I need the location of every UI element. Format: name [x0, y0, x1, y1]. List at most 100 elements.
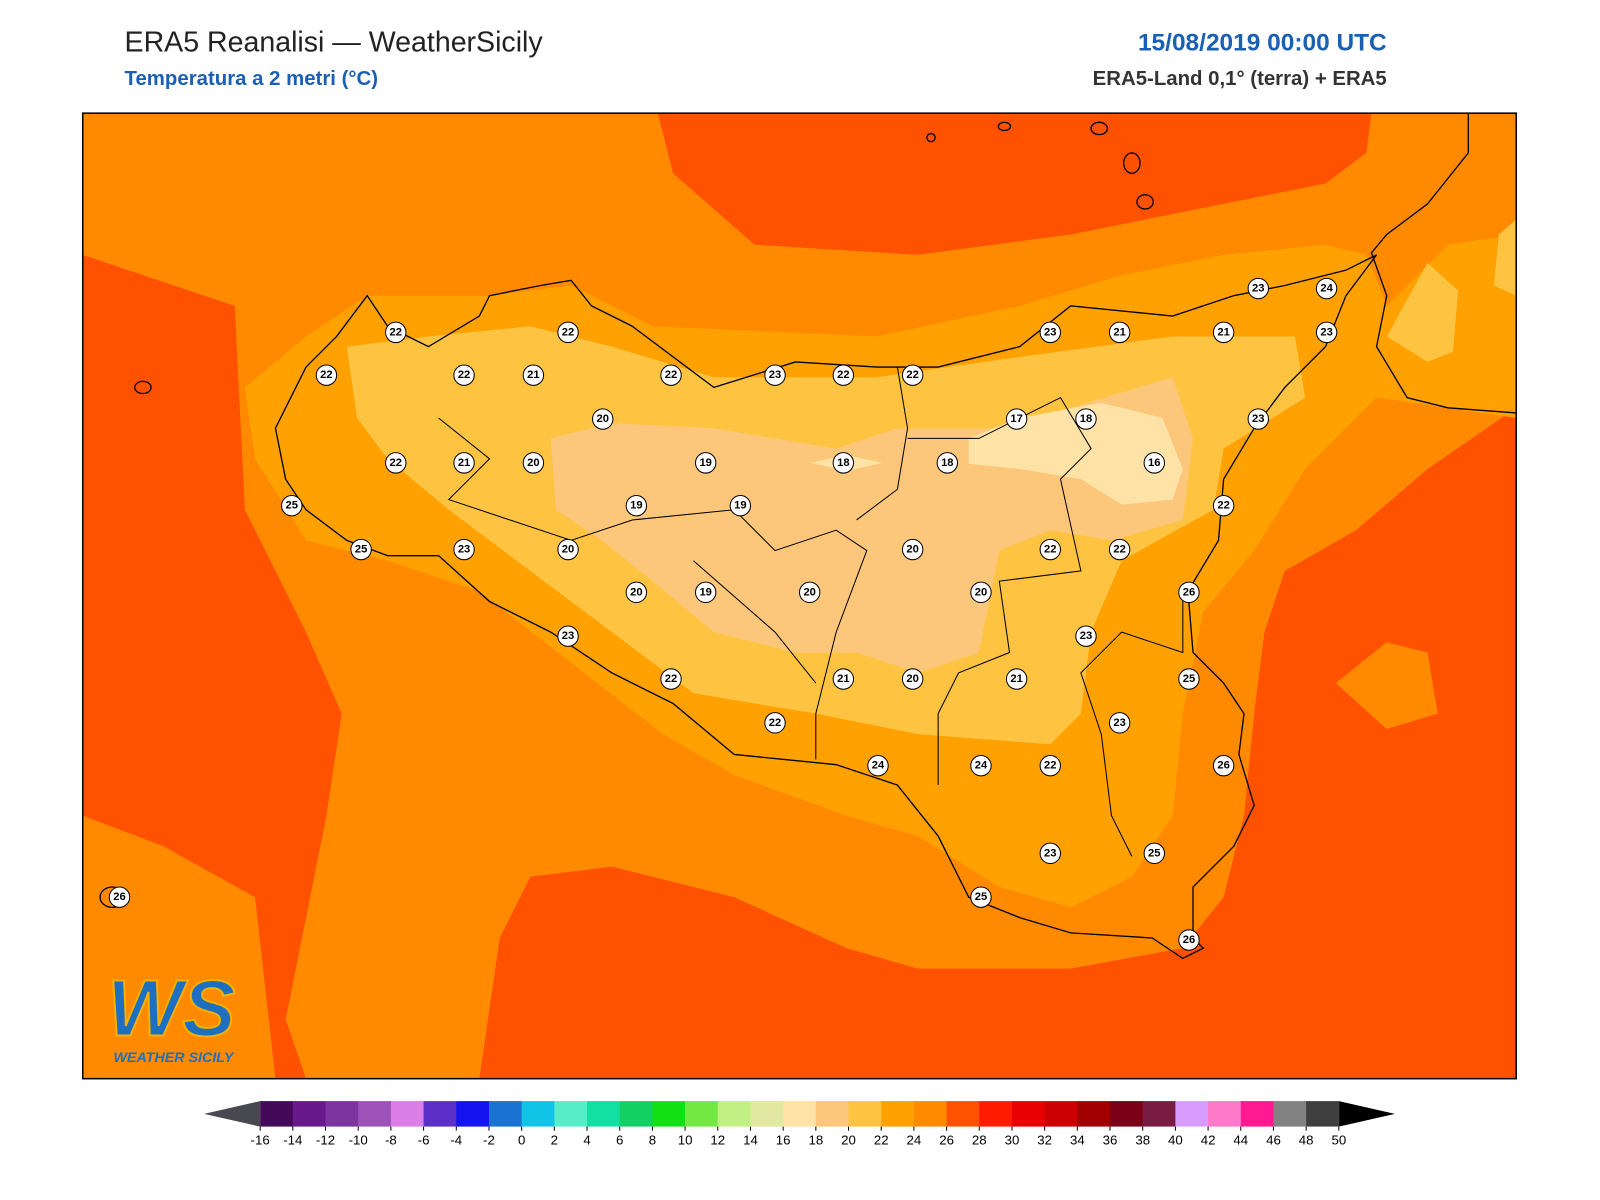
colorbar-tick-label: 8 [649, 1132, 656, 1147]
colorbar-swatch [1110, 1101, 1144, 1127]
station-value: 25 [1148, 847, 1160, 859]
colorbar-tick-label: 26 [939, 1132, 954, 1147]
station-value: 26 [1183, 934, 1195, 946]
colorbar-swatch [358, 1101, 392, 1127]
colorbar-tick-label: 32 [1037, 1132, 1052, 1147]
colorbar-tick-label: -10 [349, 1132, 368, 1147]
colorbar-swatch [946, 1101, 980, 1127]
colorbar-tick-label: 12 [710, 1132, 725, 1147]
station-marker [694, 581, 717, 604]
stations: 22 22 22 22 21 22 23 22 22 23 21 21 23 24 23 20 17 18 23 22… [108, 277, 1338, 951]
colorbar-swatch [1175, 1101, 1209, 1127]
station-value: 25 [355, 544, 367, 556]
station-value: 23 [562, 630, 574, 642]
station-value: 20 [906, 673, 918, 685]
station-marker [557, 625, 579, 647]
station-value: 22 [1217, 500, 1229, 512]
colorbar-tick-label: -6 [418, 1132, 430, 1147]
station-value: 23 [1080, 630, 1092, 642]
colorbar-swatch [685, 1101, 719, 1127]
station-value: 22 [390, 457, 402, 469]
station-marker [1315, 277, 1338, 300]
station-marker [1178, 581, 1200, 604]
colorbar-swatch [554, 1101, 588, 1127]
logo: WS WEATHER SICILY [106, 962, 236, 1066]
colorbar-tick-label: 2 [551, 1132, 558, 1147]
colorbar-tick-label: -14 [283, 1132, 302, 1147]
colorbar-swatch [717, 1101, 751, 1127]
station-value: 24 [975, 760, 988, 772]
island [997, 121, 1012, 132]
colorbar-tick-label: 20 [841, 1132, 856, 1147]
station-marker [315, 364, 338, 386]
station-value: 22 [1044, 544, 1056, 556]
station-marker [970, 581, 992, 604]
contour-24-26 [1335, 642, 1438, 729]
colorbar-swatch [750, 1101, 784, 1127]
station-value: 22 [1113, 544, 1125, 556]
station-marker [453, 452, 475, 474]
station-marker [970, 754, 992, 777]
station-value: 26 [1183, 586, 1195, 598]
colorbar-tick-label: 36 [1103, 1132, 1118, 1147]
station-marker [901, 364, 924, 386]
station-value: 22 [390, 326, 402, 338]
colorbar-swatch [456, 1101, 490, 1127]
colorbar-swatch [881, 1101, 915, 1127]
station-value: 21 [1113, 326, 1125, 338]
station-value: 23 [1044, 847, 1056, 859]
station-marker [557, 538, 579, 561]
station-marker [1143, 452, 1165, 474]
station-value: 21 [837, 673, 849, 685]
colorbar-tick-label: 0 [518, 1132, 525, 1147]
island [1090, 121, 1109, 136]
station-marker [832, 452, 855, 474]
colorbar-under [204, 1101, 261, 1127]
colorbar-tick-label: 4 [583, 1132, 590, 1147]
station-marker [625, 494, 648, 517]
station-marker [1039, 842, 1062, 865]
station-marker [1315, 321, 1338, 344]
colorbar-tick-label: 50 [1331, 1132, 1346, 1147]
station-value: 20 [803, 586, 815, 598]
station-value: 21 [1010, 673, 1022, 685]
colorbar-swatch [1240, 1101, 1274, 1127]
station-marker [970, 886, 992, 908]
station-marker [832, 668, 855, 690]
date: 15/08/2019 00:00 UTC [1138, 29, 1387, 56]
station-marker [108, 886, 131, 908]
station-value: 19 [699, 586, 711, 598]
island [926, 132, 936, 143]
station-marker [1212, 321, 1235, 344]
station-value: 17 [1010, 413, 1022, 425]
colorbar-swatch [1142, 1101, 1176, 1127]
station-value: 21 [1217, 326, 1229, 338]
station-value: 18 [941, 457, 953, 469]
colorbar-tick-label: 14 [743, 1132, 758, 1147]
colorbar-swatch [521, 1101, 555, 1127]
colorbar-swatch [292, 1101, 327, 1127]
station-marker [901, 538, 924, 561]
colorbar: -16 -14 -12 -10 -8 -6 -4 -2 0 2 4 6 8 10 12 14 16 18 20 22 2… [204, 1101, 1395, 1147]
station-marker [694, 452, 717, 474]
station-marker [522, 364, 545, 386]
station-marker [764, 364, 786, 386]
station-marker [1108, 538, 1131, 561]
station-marker [1108, 321, 1131, 344]
map-frame [81, 112, 1517, 1080]
station-marker [1005, 408, 1028, 430]
colorbar-swatch [619, 1101, 653, 1127]
island [1136, 194, 1154, 210]
colorbar-tick-label: 22 [874, 1132, 889, 1147]
colorbar-swatch [325, 1101, 359, 1127]
station-value: 20 [906, 544, 918, 556]
station-value: 26 [113, 891, 125, 903]
station-value: 18 [837, 457, 849, 469]
station-value: 20 [596, 413, 608, 425]
station-marker [1039, 538, 1062, 561]
station-marker [557, 321, 579, 344]
colorbar-swatch [1044, 1101, 1078, 1127]
logo-name: WEATHER SICILY [114, 1050, 235, 1066]
colorbar-tick-label: -2 [483, 1132, 495, 1147]
